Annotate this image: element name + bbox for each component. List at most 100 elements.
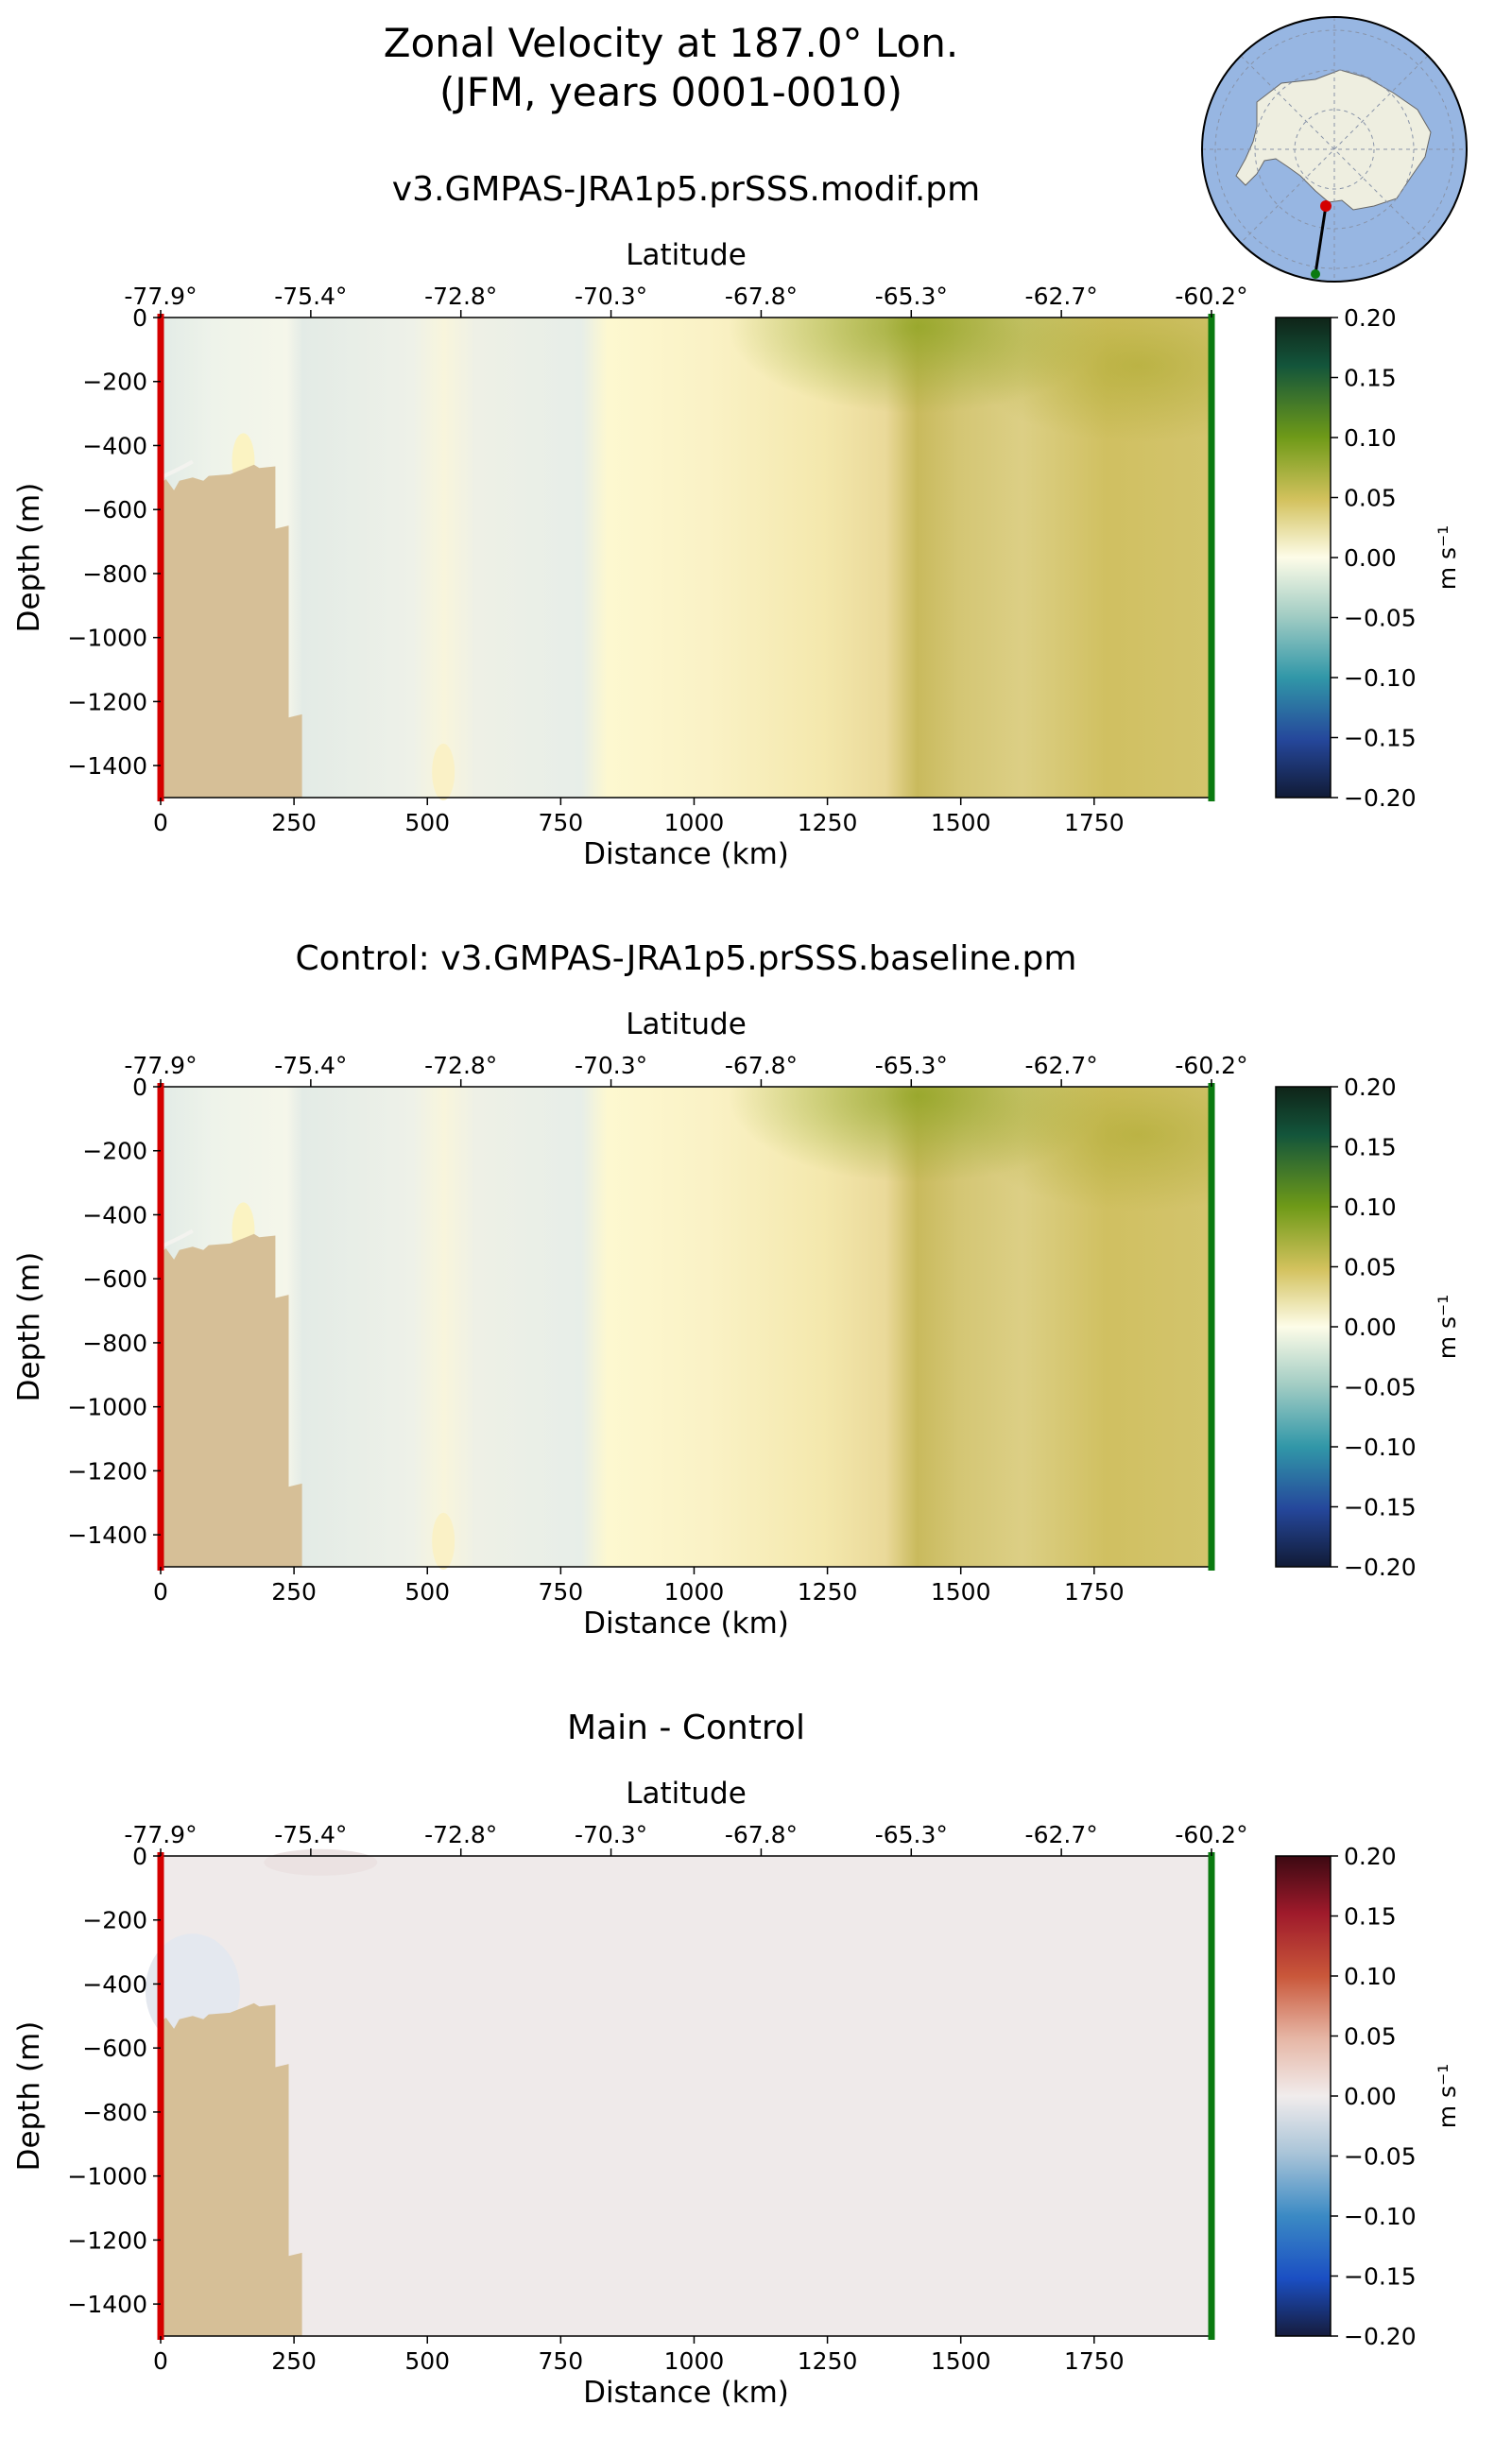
y-tick-label: −1200: [67, 688, 147, 715]
colorbar-tick-label: −0.15: [1344, 2263, 1417, 2291]
y-axis-label: Depth (m): [12, 1252, 46, 1402]
lat-tick-label: -65.3°: [875, 283, 948, 310]
y-tick-label: −400: [82, 1970, 147, 1998]
colorbar-label: m s⁻¹: [1434, 2064, 1461, 2129]
x-tick-label: 0: [153, 2347, 168, 2375]
lat-tick-label: -70.3°: [575, 283, 647, 310]
colorbar-tick-label: −0.20: [1344, 1554, 1417, 1581]
y-tick-label: −1000: [67, 625, 147, 652]
x-tick-label: 1750: [1064, 2347, 1125, 2375]
lat-tick-label: -77.9°: [124, 283, 197, 310]
lat-tick-label: -65.3°: [875, 1821, 948, 1848]
colorbar-tick-label: 0.20: [1344, 1074, 1397, 1101]
y-tick-label: −200: [82, 369, 147, 396]
figure-title-line1: Zonal Velocity at 187.0° Lon.: [384, 20, 958, 66]
colorbar-tick-label: −0.20: [1344, 784, 1417, 812]
colorbar-tick-label: −0.15: [1344, 725, 1417, 752]
x-tick-label: 500: [404, 1578, 450, 1606]
chart-panel-difference: Main - Control 0 −200 −400 −600 −800 −1000 −120…: [12, 1709, 1461, 2410]
lat-tick-label: -62.7°: [1025, 283, 1098, 310]
y-tick-label: −600: [82, 2035, 147, 2062]
colorbar-tick-label: 0.10: [1344, 1194, 1397, 1221]
colorbar-tick-label: 0.05: [1344, 485, 1397, 512]
y-axis-label: Depth (m): [12, 483, 46, 633]
colorbar-tick-label: 0.15: [1344, 365, 1397, 392]
colorbar: [1275, 1855, 1332, 2337]
x-tick-label: 1500: [931, 809, 991, 836]
x-tick-label: 1000: [664, 1578, 725, 1606]
ice-shelf-edge: [160, 1228, 194, 1249]
lat-tick-label: -62.7°: [1025, 1821, 1098, 1848]
colorbar-tick-label: −0.15: [1344, 1494, 1417, 1521]
panel-title: v3.GMPAS-JRA1p5.prSSS.modif.pm: [392, 170, 980, 209]
lat-tick-label: -70.3°: [575, 1052, 647, 1079]
lat-tick-label: -60.2°: [1175, 283, 1247, 310]
colorbar-tick-label: 0.20: [1344, 304, 1397, 332]
colorbar-tick-label: −0.20: [1344, 2323, 1417, 2350]
seafloor-land: [161, 464, 302, 798]
lat-tick-label: -67.8°: [725, 283, 798, 310]
lat-tick-label: -77.9°: [124, 1821, 197, 1848]
colorbar-tick-label: 0.05: [1344, 2023, 1397, 2051]
inset-antarctica: [1235, 69, 1432, 211]
x-tick-label: 1750: [1064, 1578, 1125, 1606]
lat-tick-label: -62.7°: [1025, 1052, 1098, 1079]
x-tick-label: 750: [538, 809, 583, 836]
y-tick-label: −1200: [67, 1457, 147, 1485]
colorbar-tick-label: 0.10: [1344, 1963, 1397, 1990]
x-tick-label: 1000: [664, 2347, 725, 2375]
colorbar-tick-label: −0.05: [1344, 2143, 1417, 2171]
seafloor-land: [161, 2002, 302, 2336]
inset-map: [1201, 16, 1468, 283]
panel-title: Main - Control: [567, 1709, 805, 1747]
difference-field: [161, 1856, 1211, 2336]
x-tick-label: 250: [271, 809, 317, 836]
x-tick-label: 1000: [664, 809, 725, 836]
ice-shelf-edge: [160, 459, 194, 480]
x-tick-label: 500: [404, 2347, 450, 2375]
figure-title-line2: (JFM, years 0001-0010): [439, 69, 902, 115]
y-tick-label: −600: [82, 496, 147, 524]
lat-tick-label: -75.4°: [274, 1052, 347, 1079]
x-tick-label: 1250: [798, 2347, 858, 2375]
lat-tick-label: -72.8°: [424, 283, 497, 310]
colorbar-tick-label: 0.15: [1344, 1134, 1397, 1161]
x-tick-label: 500: [404, 809, 450, 836]
y-tick-label: −200: [82, 1138, 147, 1165]
y-tick-label: −1000: [67, 2163, 147, 2191]
y-tick-label: −800: [82, 2099, 147, 2126]
lat-tick-label: -67.8°: [725, 1052, 798, 1079]
inset-start-dot: [1320, 200, 1332, 212]
colorbar-tick-label: 0.00: [1344, 1314, 1397, 1341]
lat-tick-label: -72.8°: [424, 1821, 497, 1848]
y-tick-label: −1400: [67, 1521, 147, 1549]
x-tick-label: 250: [271, 1578, 317, 1606]
x-axis-label: Distance (km): [583, 2376, 789, 2410]
x-tick-label: 1250: [798, 809, 858, 836]
latitude-axis-label: Latitude: [626, 1007, 747, 1041]
x-tick-label: 1250: [798, 1578, 858, 1606]
lat-tick-label: -65.3°: [875, 1052, 948, 1079]
lat-tick-label: -67.8°: [725, 1821, 798, 1848]
x-tick-label: 0: [153, 1578, 168, 1606]
y-tick-label: −1200: [67, 2226, 147, 2254]
y-tick-label: −600: [82, 1265, 147, 1293]
lat-tick-label: -70.3°: [575, 1821, 647, 1848]
colorbar: [1275, 1086, 1332, 1568]
latitude-axis-label: Latitude: [626, 238, 747, 272]
panel-title: Control: v3.GMPAS-JRA1p5.prSSS.baseline.…: [296, 939, 1077, 978]
colorbar-tick-label: −0.10: [1344, 1434, 1417, 1461]
y-tick-label: 0: [132, 1843, 147, 1870]
lat-tick-label: -72.8°: [424, 1052, 497, 1079]
y-tick-label: −400: [82, 1201, 147, 1228]
difference-field-local: [264, 1848, 378, 1876]
colorbar-tick-label: −0.10: [1344, 664, 1417, 692]
colorbar-tick-label: 0.00: [1344, 544, 1397, 572]
y-tick-label: −200: [82, 1907, 147, 1934]
inset-end-dot: [1311, 269, 1320, 279]
velocity-field-local: [432, 743, 455, 800]
velocity-field-max-2: [161, 1087, 1211, 1567]
colorbar-label: m s⁻¹: [1434, 1295, 1461, 1360]
colorbar-tick-label: 0.20: [1344, 1843, 1397, 1870]
